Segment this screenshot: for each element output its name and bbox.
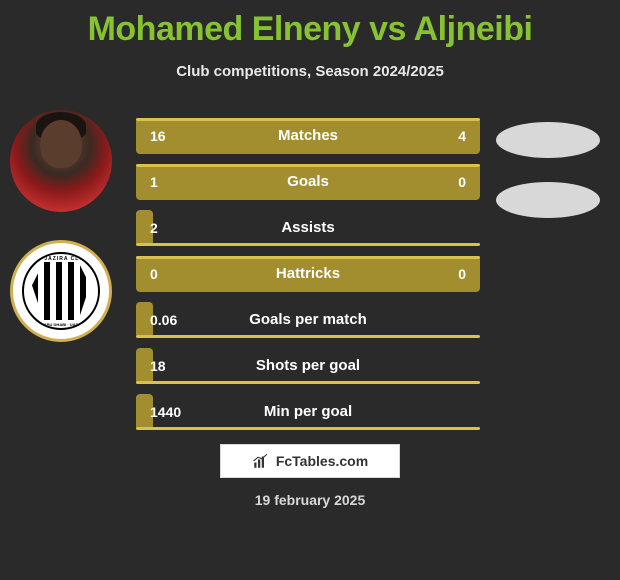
stat-label: Min per goal — [136, 394, 480, 430]
placeholder-oval — [496, 122, 600, 158]
club-location-text: ABU DHABI · UAE — [24, 322, 98, 327]
stat-label: Assists — [136, 210, 480, 246]
stat-bar: 1440Min per goal — [136, 394, 480, 430]
date-text: 19 february 2025 — [0, 492, 620, 508]
avatar-column: AL JAZIRA CLUB ABU DHABI · UAE — [10, 110, 112, 342]
stat-right-value: 0 — [458, 256, 466, 292]
stat-bar: 1Goals0 — [136, 164, 480, 200]
stat-label: Matches — [136, 118, 480, 154]
player2-club-badge: AL JAZIRA CLUB ABU DHABI · UAE — [10, 240, 112, 342]
placeholder-oval — [496, 182, 600, 218]
stat-label: Hattricks — [136, 256, 480, 292]
stat-bar: 2Assists — [136, 210, 480, 246]
stat-bar: 0Hattricks0 — [136, 256, 480, 292]
page-title: Mohamed Elneny vs Aljneibi — [0, 0, 620, 49]
player1-avatar — [10, 110, 112, 212]
stat-label: Shots per goal — [136, 348, 480, 384]
stat-right-value: 0 — [458, 164, 466, 200]
stat-label: Goals — [136, 164, 480, 200]
stats-bars-container: 16Matches41Goals02Assists0Hattricks00.06… — [136, 118, 480, 430]
club-name-text: AL JAZIRA CLUB — [24, 256, 98, 262]
chart-icon — [252, 452, 270, 470]
fctables-logo-box[interactable]: FcTables.com — [220, 444, 400, 478]
stat-bar: 0.06Goals per match — [136, 302, 480, 338]
stat-bar: 18Shots per goal — [136, 348, 480, 384]
right-placeholder-column — [496, 122, 600, 218]
club-badge-inner: AL JAZIRA CLUB ABU DHABI · UAE — [22, 252, 100, 330]
logo-text: FcTables.com — [276, 453, 368, 469]
stat-bar: 16Matches4 — [136, 118, 480, 154]
club-stripes — [32, 262, 90, 320]
stat-right-value: 4 — [458, 118, 466, 154]
subtitle: Club competitions, Season 2024/2025 — [0, 63, 620, 80]
stat-label: Goals per match — [136, 302, 480, 338]
